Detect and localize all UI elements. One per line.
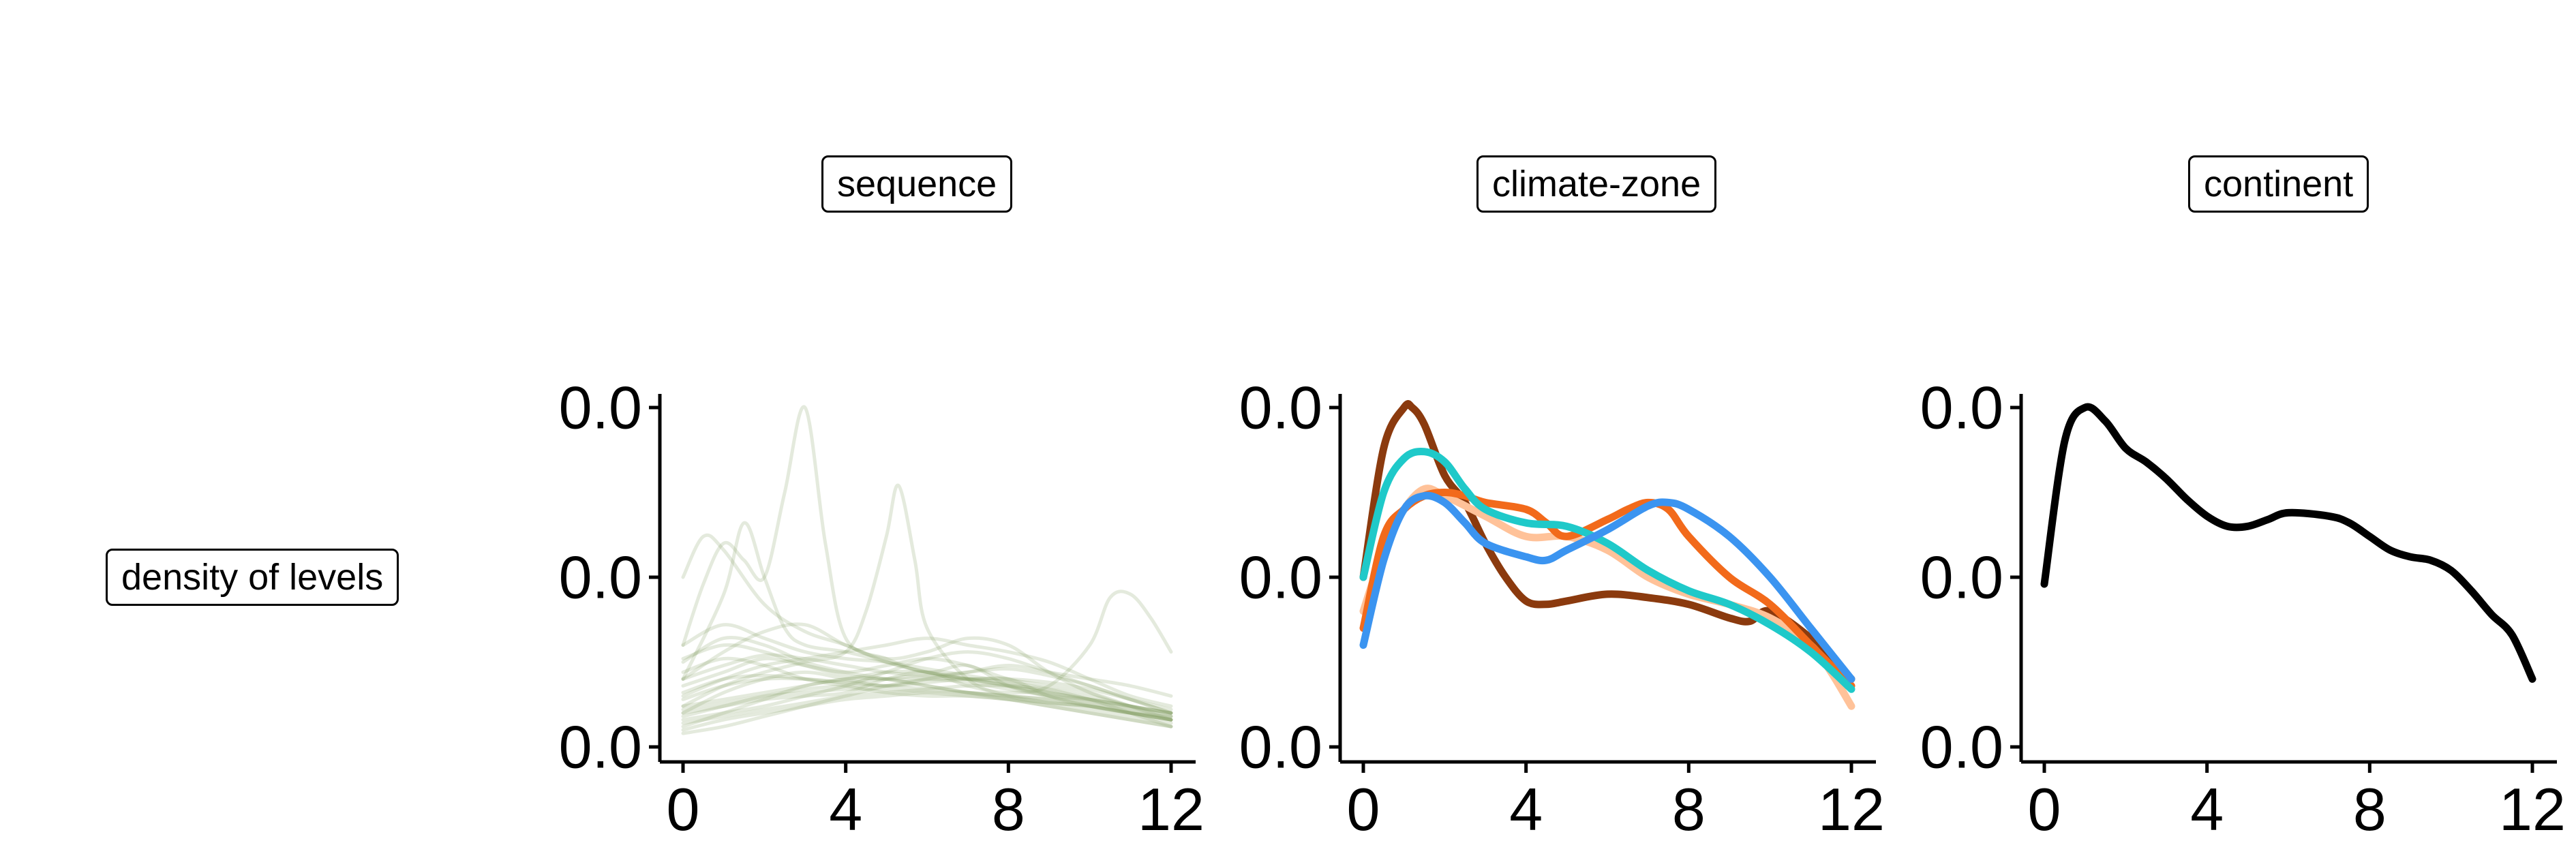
series-line: [681, 623, 1173, 715]
series-line: [681, 673, 1173, 715]
series-group: [1359, 400, 1855, 710]
x-tick-label: 12: [2499, 776, 2566, 843]
facet-strip-sequence: sequence: [821, 155, 1013, 213]
series-line: [681, 622, 1173, 715]
series-line: [681, 533, 1173, 722]
series-line: [681, 637, 1173, 708]
series-line: [1359, 447, 1855, 693]
series-line: [681, 687, 1173, 729]
series-line: [681, 521, 1173, 722]
series-line: [681, 669, 1173, 729]
x-tick-label: 4: [829, 776, 862, 843]
series-line: [681, 676, 1173, 735]
series-line: [681, 684, 1173, 725]
series-line: [681, 664, 1173, 715]
y-tick-label: 0.0: [559, 544, 642, 611]
series-line: [681, 684, 1173, 725]
y-tick-label: 0.0: [1920, 714, 2003, 781]
series-line: [681, 656, 1173, 722]
series-line: [1359, 400, 1855, 683]
series-line: [1359, 491, 1855, 683]
series-line: [681, 653, 1173, 715]
panel-climate-zone: 0.0 0.0 0.0 0 4 8 12: [1239, 374, 1885, 844]
x-tick-label: 4: [1509, 776, 1543, 843]
series-group: [681, 405, 1173, 735]
x-tick-label: 0: [1347, 776, 1380, 843]
x-tick-label: 0: [667, 776, 700, 843]
x-tick-label: 4: [2190, 776, 2224, 843]
facet-strip-climate-zone: climate-zone: [1476, 155, 1717, 213]
series-line: [681, 676, 1173, 729]
x-tick-label: 8: [992, 776, 1025, 843]
row-strip-label: density of levels: [106, 549, 399, 607]
series-line: [681, 676, 1173, 711]
series-line: [681, 690, 1173, 732]
series-line: [681, 650, 1173, 722]
x-tick-label: 0: [2028, 776, 2061, 843]
x-tick-label: 8: [1672, 776, 1706, 843]
x-tick-label: 8: [2353, 776, 2386, 843]
series-line: [681, 589, 1173, 715]
y-tick-label: 0.0: [1239, 714, 1322, 781]
facet-strip-continent: continent: [2188, 155, 2369, 213]
x-tick-label: 12: [1818, 776, 1885, 843]
y-tick-label: 0.0: [1920, 544, 2003, 611]
y-tick-label: 0.0: [559, 714, 642, 781]
series-line: [681, 483, 1173, 722]
x-tick-label: 12: [1138, 776, 1204, 843]
panel-continent: 0.0 0.0 0.0 0 4 8 12: [1920, 374, 2566, 844]
panel-sequence: 0.0 0.0 0.0 0 4 8 12: [559, 374, 1204, 844]
series-line: [681, 636, 1173, 718]
series-line: [681, 656, 1173, 722]
y-tick-label: 0.0: [1239, 544, 1322, 611]
y-tick-label: 0.0: [1239, 374, 1322, 442]
series-group: [2040, 403, 2536, 683]
y-tick-label: 0.0: [559, 374, 642, 442]
series-line: [681, 405, 1173, 715]
series-line: [2040, 403, 2536, 683]
y-tick-label: 0.0: [1920, 374, 2003, 442]
series-line: [681, 643, 1173, 718]
